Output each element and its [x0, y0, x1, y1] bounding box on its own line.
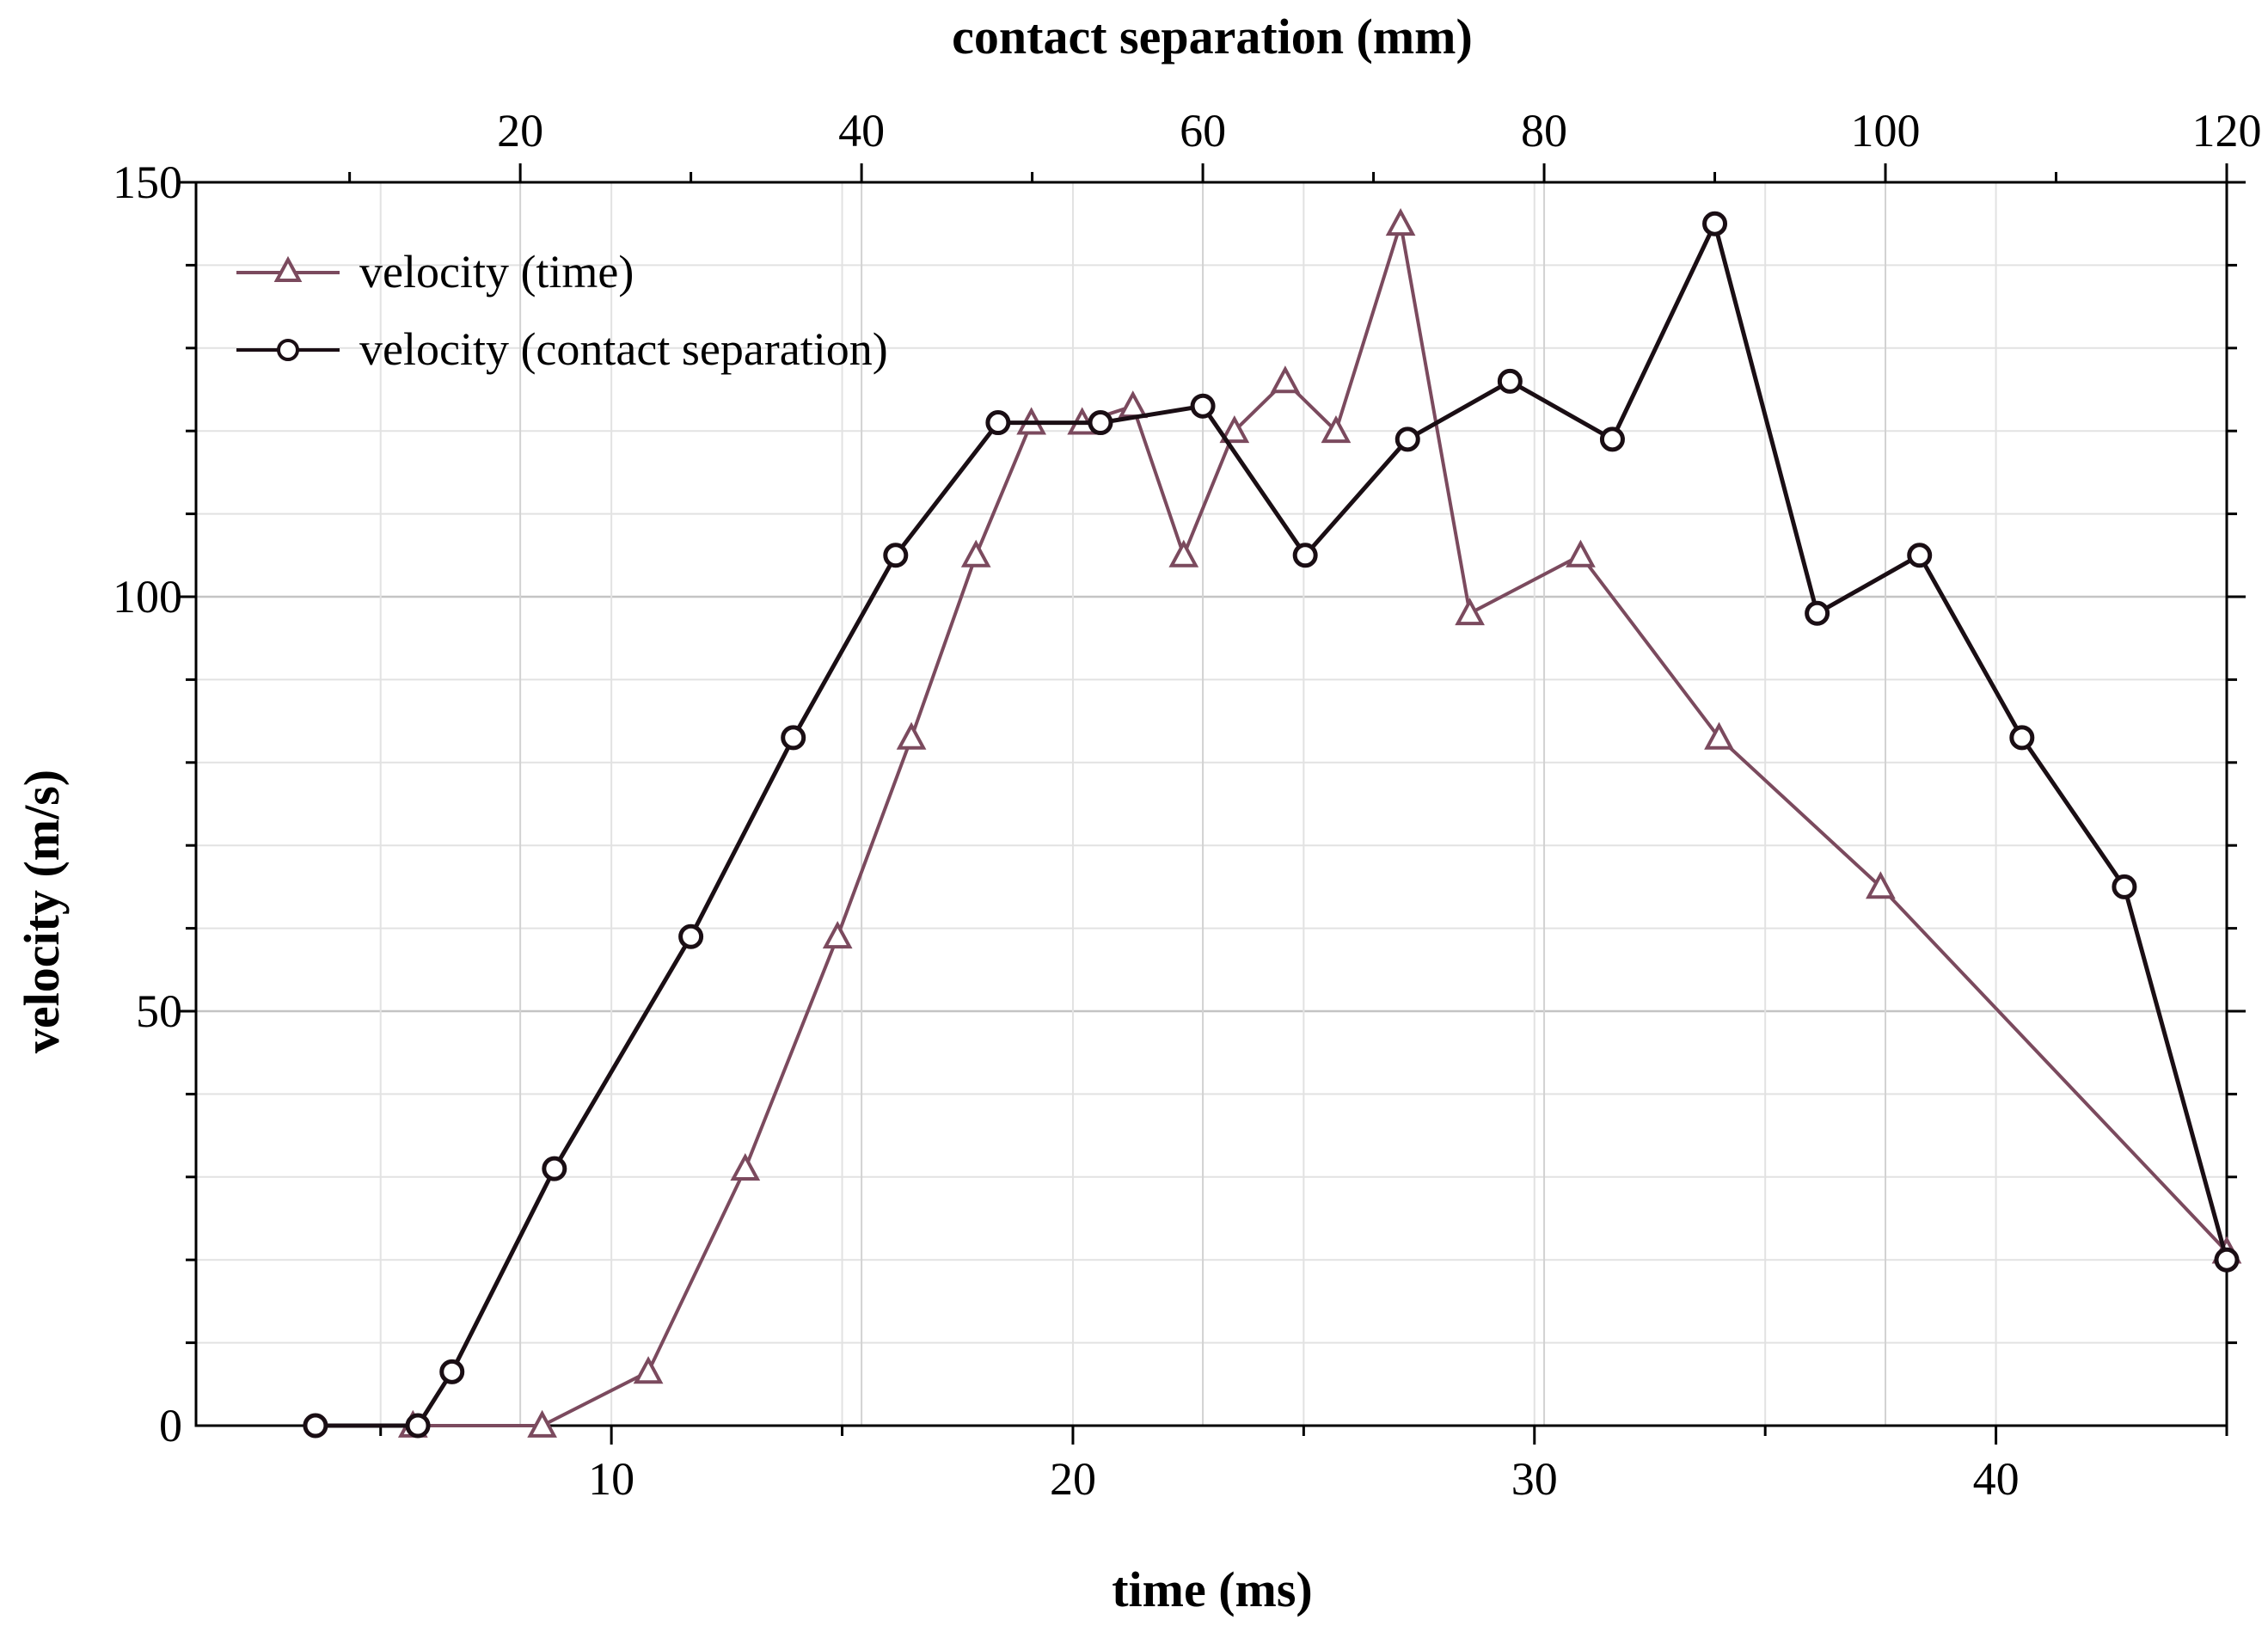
x-tick-label: 20	[1050, 1453, 1096, 1505]
data-point-circle	[1292, 543, 1318, 568]
data-point-triangle	[1704, 721, 1734, 750]
data-point-triangle	[1270, 365, 1301, 394]
data-point-circle	[678, 923, 704, 949]
data-point-circle	[2214, 1247, 2240, 1273]
data-point-triangle	[1118, 390, 1149, 419]
y-tick-label: 150	[113, 156, 182, 208]
data-point-circle	[1088, 410, 1113, 436]
x2-tick-label: 100	[1851, 105, 1921, 156]
data-point-circle	[1599, 426, 1625, 452]
data-point-circle	[439, 1359, 465, 1384]
grid-lines	[196, 182, 2227, 1426]
x-tick-label: 30	[1511, 1453, 1558, 1505]
legend: velocity (time) velocity (contact separa…	[236, 246, 888, 375]
data-point-circle	[1190, 393, 1216, 419]
y-tick-label: 100	[113, 571, 182, 623]
data-point-triangle	[633, 1356, 664, 1384]
x-tick-label: 10	[588, 1453, 634, 1505]
data-point-triangle	[822, 921, 853, 949]
x2-tick-label: 120	[2192, 105, 2262, 156]
data-point-circle	[883, 543, 909, 568]
data-point-circle	[1497, 368, 1523, 394]
legend-label-separation: velocity (contact separation)	[359, 323, 888, 375]
data-point-circle	[781, 725, 806, 751]
data-point-triangle	[1385, 207, 1416, 236]
plot-frame	[194, 181, 2228, 1427]
data-point-circle	[405, 1413, 431, 1439]
data-point-circle	[303, 1413, 328, 1439]
x2-tick-label: 60	[1180, 105, 1226, 156]
legend-label-time: velocity (time)	[359, 246, 634, 298]
data-point-circle	[2009, 725, 2035, 751]
top-axis-title: contact separation (mm)	[952, 9, 1473, 64]
data-point-triangle	[1321, 414, 1352, 444]
data-point-triangle	[1866, 871, 1896, 899]
data-point-circle	[1907, 543, 1933, 568]
data-point-triangle	[1566, 539, 1596, 568]
data-point-circle	[1395, 426, 1420, 452]
data-point-triangle	[1168, 539, 1199, 568]
x2-tick-label: 40	[838, 105, 885, 156]
series-layer	[303, 207, 2242, 1439]
y-tick-label: 0	[159, 1400, 182, 1451]
data-point-triangle	[730, 1152, 761, 1181]
data-point-circle	[542, 1156, 567, 1181]
x2-tick-label: 20	[497, 105, 543, 156]
data-point-triangle	[960, 539, 991, 568]
legend-marker-triangle	[273, 255, 303, 282]
data-point-triangle	[527, 1409, 557, 1438]
data-point-circle	[2112, 874, 2137, 899]
x2-tick-label: 80	[1521, 105, 1567, 156]
tick-labels: 10 20 30 40 20 40 60 80 100 120 0 50 100 150	[113, 105, 2262, 1505]
data-point-circle	[1702, 211, 1728, 236]
data-point-triangle	[1219, 414, 1250, 444]
x-axis-title: time (ms)	[1112, 1561, 1313, 1617]
y-tick-label: 50	[136, 985, 182, 1037]
x-tick-label: 40	[1973, 1453, 2020, 1505]
series-line-1	[413, 222, 2228, 1427]
data-point-circle	[1805, 600, 1830, 626]
data-point-circle	[985, 410, 1011, 436]
data-point-triangle	[896, 721, 927, 750]
series-line-2	[315, 221, 2229, 1428]
legend-marker-circle	[277, 339, 299, 361]
y-axis-title: velocity (m/s)	[14, 770, 70, 1053]
tick-marks	[177, 163, 2246, 1445]
data-point-triangle	[1455, 598, 1485, 626]
